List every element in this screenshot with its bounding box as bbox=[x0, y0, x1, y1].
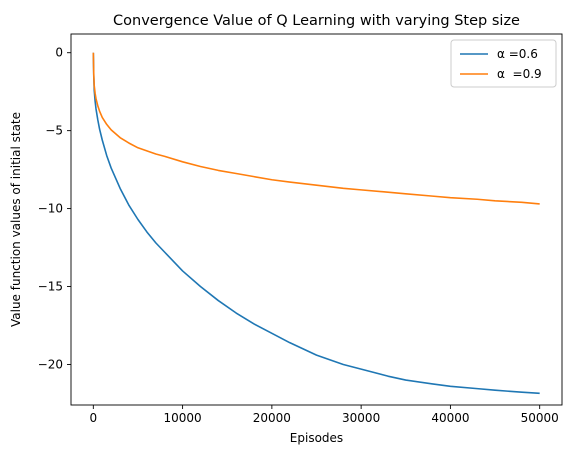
y-tick-label: −20 bbox=[38, 357, 63, 371]
legend-box bbox=[450, 39, 557, 88]
chart-title: Convergence Value of Q Learning with var… bbox=[113, 13, 520, 29]
x-tick-label: 0 bbox=[89, 411, 97, 425]
y-axis-label: Value function values of initial state bbox=[9, 112, 23, 327]
x-tick-label: 10000 bbox=[163, 411, 201, 425]
series-line-1 bbox=[92, 52, 540, 395]
y-tick-label: −10 bbox=[38, 202, 63, 216]
x-tick-label: 30000 bbox=[342, 411, 380, 425]
legend-label-2: α =0.9 bbox=[497, 67, 542, 81]
plot-area bbox=[92, 52, 540, 395]
y-tick-label: −15 bbox=[38, 280, 63, 294]
axes-frame bbox=[70, 33, 563, 406]
x-tick-label: 20000 bbox=[253, 411, 291, 425]
legend: α =0.6 α =0.9 bbox=[450, 39, 557, 88]
x-tick-label: 50000 bbox=[521, 411, 559, 425]
y-tick-label: 0 bbox=[55, 46, 63, 60]
axis-ticks: 0 10000 20000 30000 40000 50000 0 −5 −10 −15 −20 bbox=[38, 46, 559, 425]
x-tick-label: 40000 bbox=[431, 411, 469, 425]
x-axis-label: Episodes bbox=[290, 431, 343, 445]
legend-label-1: α =0.6 bbox=[497, 47, 538, 61]
series-line-2 bbox=[92, 52, 540, 205]
y-tick-label: −5 bbox=[45, 124, 63, 138]
